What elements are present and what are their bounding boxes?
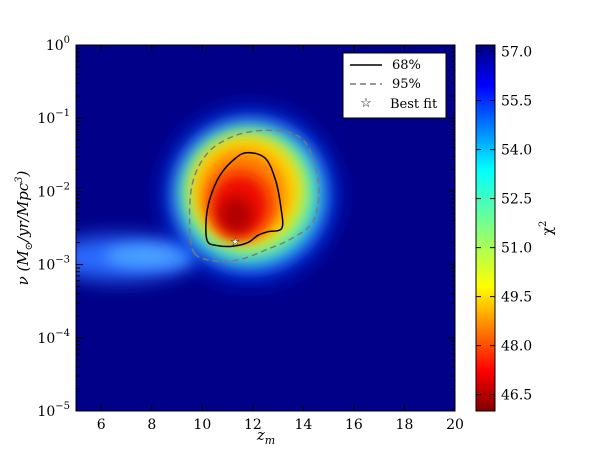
x-tick-label: 20 [446, 417, 464, 433]
y-tick-label-base: 10 [37, 184, 55, 200]
y-tick-label: 10−2 [37, 181, 70, 200]
y-axis-label: ν (M⊙/yr/Mpc3) [14, 170, 35, 285]
x-tick-label: 6 [97, 417, 106, 433]
y-tick-label-exponent: 0 [64, 35, 70, 46]
y-tick-label-exponent: −1 [55, 108, 70, 119]
colorbar-tick-label: 55.5 [501, 94, 532, 110]
x-tick-label: 12 [244, 417, 262, 433]
plot-frame [75, 44, 456, 412]
x-axis-label: zm [256, 426, 275, 447]
x-tick-label: 16 [345, 417, 363, 433]
y-tick-label: 10−1 [37, 108, 70, 127]
contour-95 [188, 129, 320, 263]
legend-box [342, 52, 447, 119]
x-tick-label: 10 [193, 417, 211, 433]
y-tick-label-exponent: −4 [55, 328, 70, 339]
y-tick-label-base: 10 [46, 38, 64, 54]
x-tick-label: 14 [294, 417, 312, 433]
colorbar [475, 44, 496, 412]
colorbar-tick-label: 46.5 [501, 388, 532, 404]
y-tick-label-base: 10 [37, 111, 55, 127]
contour-68 [205, 151, 284, 248]
legend: 68% 95% ☆ Best fit [342, 52, 447, 119]
x-axis-ticks: 6 8 10 12 14 16 18 20 [97, 45, 464, 433]
best-fit-marker: ★ [231, 237, 240, 248]
y-tick-label: 100 [46, 35, 70, 54]
y-tick-label: 10−3 [37, 255, 70, 274]
y-tick-label-base: 10 [37, 404, 55, 420]
colorbar-tick-label: 57.0 [501, 45, 532, 61]
y-tick-label: 10−4 [37, 328, 70, 347]
y-axis-label-sun: ⊙ [24, 242, 35, 250]
y-tick-label-exponent: −2 [55, 181, 70, 192]
y-tick-label-base: 10 [37, 258, 55, 274]
y-axis-label-units: /yr/Mpc [14, 182, 32, 244]
y-axis-label-cube: 3 [14, 176, 25, 182]
legend-label-68: 68% [392, 58, 421, 73]
colorbar-tick-label: 52.5 [501, 192, 532, 208]
x-axis-label-subscript: m [265, 434, 275, 447]
y-tick-label-base: 10 [37, 331, 55, 347]
colorbar-tick-label: 51.0 [501, 241, 532, 257]
legend-label-95: 95% [392, 77, 421, 92]
legend-label-best-fit: Best fit [390, 97, 438, 112]
x-tick-label: 18 [396, 417, 414, 433]
colorbar-tick-label: 54.0 [501, 143, 532, 159]
y-axis-label-symbol: ν [14, 276, 32, 285]
heatmap-tail-core [105, 244, 195, 268]
colorbar-tick-label: 48.0 [501, 339, 532, 355]
x-tick-label: 8 [147, 417, 156, 433]
colorbar-label: χ2 [538, 221, 556, 236]
y-tick-label-exponent: −5 [55, 401, 70, 412]
heatmap-blob-core [219, 196, 253, 234]
colorbar-label-exp: 2 [538, 221, 549, 227]
y-axis-label-close: ) [14, 170, 32, 177]
y-tick-label: 10−5 [37, 401, 70, 420]
colorbar-tick-label: 49.5 [501, 290, 532, 306]
legend-swatch-best-fit: ☆ [360, 96, 372, 111]
colorbar-ticks: 46.5 48.0 49.5 51.0 52.5 54.0 55.5 57.0 [476, 45, 532, 404]
y-tick-label-exponent: −3 [55, 255, 70, 266]
